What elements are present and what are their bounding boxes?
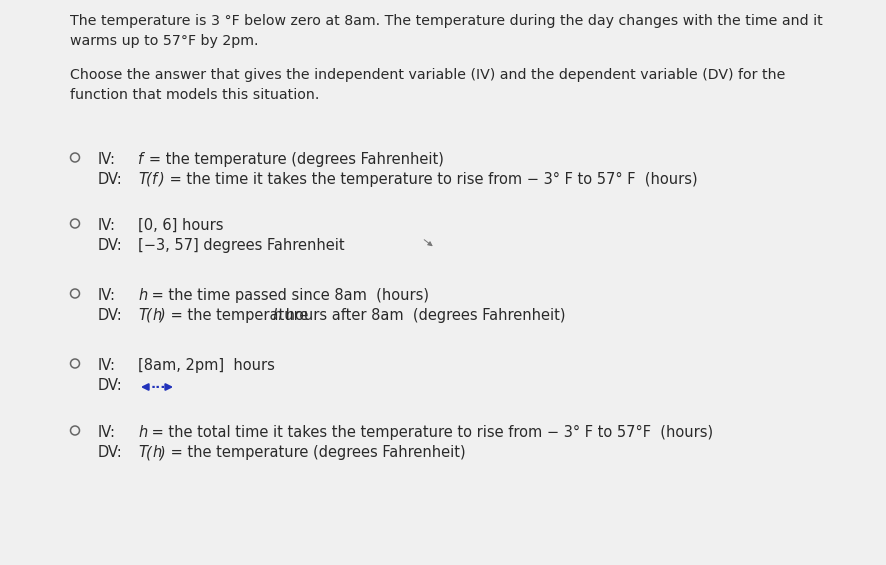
Text: = the temperature: = the temperature: [166, 308, 313, 323]
Text: (: (: [146, 445, 152, 460]
Text: [−3, 57] degrees Fahrenheit: [−3, 57] degrees Fahrenheit: [138, 238, 345, 253]
Text: [0, 6] hours: [0, 6] hours: [138, 218, 223, 233]
Text: h: h: [138, 288, 147, 303]
Text: f: f: [138, 152, 143, 167]
Text: h: h: [138, 425, 147, 440]
Text: DV:: DV:: [97, 378, 122, 393]
Text: h: h: [152, 308, 161, 323]
Text: T: T: [138, 172, 147, 187]
Text: DV:: DV:: [97, 238, 122, 253]
Text: Choose the answer that gives the independent variable (IV) and the dependent var: Choose the answer that gives the indepen…: [70, 68, 784, 82]
Text: (: (: [146, 172, 152, 187]
Text: [8am, 2pm]  hours: [8am, 2pm] hours: [138, 358, 275, 373]
Text: = the temperature (degrees Fahrenheit): = the temperature (degrees Fahrenheit): [146, 152, 443, 167]
Text: IV:: IV:: [97, 152, 116, 167]
Text: function that models this situation.: function that models this situation.: [70, 88, 319, 102]
Text: h: h: [152, 445, 161, 460]
Text: T: T: [138, 308, 147, 323]
Text: IV:: IV:: [97, 288, 116, 303]
Text: = the temperature (degrees Fahrenheit): = the temperature (degrees Fahrenheit): [166, 445, 465, 460]
Text: DV:: DV:: [97, 445, 122, 460]
Text: DV:: DV:: [97, 172, 122, 187]
Text: T: T: [138, 445, 147, 460]
Text: DV:: DV:: [97, 308, 122, 323]
Text: IV:: IV:: [97, 425, 116, 440]
Text: ...: ...: [151, 378, 167, 391]
Text: ): ): [159, 445, 166, 460]
Text: (: (: [146, 308, 152, 323]
Text: IV:: IV:: [97, 358, 116, 373]
Text: = the time it takes the temperature to rise from − 3° F to 57° F  (hours): = the time it takes the temperature to r…: [165, 172, 696, 187]
Text: = the total time it takes the temperature to rise from − 3° F to 57°F  (hours): = the total time it takes the temperatur…: [147, 425, 712, 440]
Text: = the time passed since 8am  (hours): = the time passed since 8am (hours): [147, 288, 429, 303]
Text: The temperature is 3 °F below zero at 8am. The temperature during the day change: The temperature is 3 °F below zero at 8a…: [70, 14, 822, 28]
Text: warms up to 57°F by 2pm.: warms up to 57°F by 2pm.: [70, 34, 258, 48]
Text: IV:: IV:: [97, 218, 116, 233]
Text: ): ): [159, 172, 165, 187]
Text: h: h: [272, 308, 281, 323]
Text: f: f: [152, 172, 157, 187]
Text: hours after 8am  (degrees Fahrenheit): hours after 8am (degrees Fahrenheit): [281, 308, 565, 323]
Text: ): ): [159, 308, 166, 323]
